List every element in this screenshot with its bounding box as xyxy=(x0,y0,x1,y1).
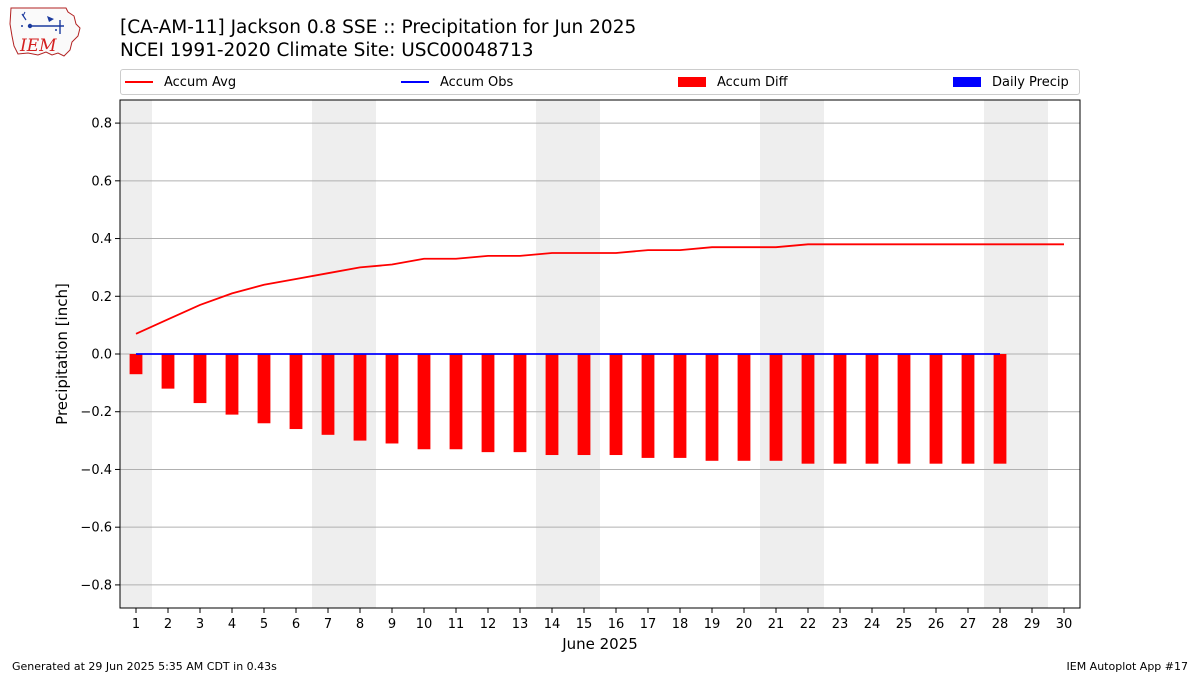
accum-diff-bar xyxy=(481,354,495,453)
iem-logo: IEM xyxy=(9,7,81,57)
x-axis-label: June 2025 xyxy=(561,635,638,653)
legend-item-daily-precip: Daily Precip xyxy=(953,74,1069,90)
x-tick-label: 5 xyxy=(260,617,268,632)
accum-diff-bar xyxy=(801,354,815,464)
x-tick-label: 28 xyxy=(992,617,1009,632)
accum-diff-bar xyxy=(609,354,623,456)
x-tick-label: 25 xyxy=(896,617,913,632)
x-tick-label: 4 xyxy=(228,617,236,632)
x-tick-label: 3 xyxy=(196,617,204,632)
legend-label: Accum Diff xyxy=(717,74,788,90)
y-tick-label: 0.6 xyxy=(91,174,112,189)
y-tick-label: −0.8 xyxy=(80,578,112,593)
legend-label: Accum Obs xyxy=(440,74,514,90)
y-tick-label: −0.2 xyxy=(80,405,112,420)
accum-diff-bar xyxy=(993,354,1007,464)
accum-diff-bar xyxy=(289,354,303,430)
legend-item-accum-diff: Accum Diff xyxy=(678,74,788,90)
x-tick-label: 1 xyxy=(132,617,140,632)
accum-diff-bar xyxy=(705,354,719,461)
accum-diff-bar xyxy=(161,354,175,389)
x-tick-label: 23 xyxy=(832,617,849,632)
accum-diff-bar xyxy=(737,354,751,461)
y-tick-label: 0.4 xyxy=(91,232,112,247)
y-tick-label: −0.4 xyxy=(80,463,112,478)
accum-diff-bar xyxy=(225,354,239,415)
x-tick-label: 10 xyxy=(416,617,433,632)
x-tick-label: 24 xyxy=(864,617,881,632)
accum-diff-bar xyxy=(321,354,335,435)
logo-text: IEM xyxy=(19,36,57,56)
x-tick-label: 11 xyxy=(448,617,465,632)
chart-subtitle: NCEI 1991-2020 Climate Site: USC00048713 xyxy=(120,40,534,61)
accum-diff-bar xyxy=(129,354,143,375)
legend-swatch-accum-avg xyxy=(125,81,153,83)
y-axis-label: Precipitation [inch] xyxy=(53,283,71,425)
y-tick-label: 0.8 xyxy=(91,117,112,132)
legend-swatch-daily-precip xyxy=(953,77,981,87)
accum-diff-bar xyxy=(257,354,271,424)
chart-legend: Accum Avg Accum Obs Accum Diff Daily Pre… xyxy=(120,69,1080,95)
x-tick-label: 22 xyxy=(800,617,817,632)
x-tick-label: 19 xyxy=(704,617,721,632)
x-tick-label: 2 xyxy=(164,617,172,632)
series-lines xyxy=(135,243,1064,355)
accum-diff-bar xyxy=(545,354,559,456)
chart-title: [CA-AM-11] Jackson 0.8 SSE :: Precipitat… xyxy=(120,17,637,38)
accum-diff-bar xyxy=(961,354,975,464)
accum-diff-bars xyxy=(129,354,1007,464)
x-tick-label: 17 xyxy=(640,617,657,632)
accum-diff-bar xyxy=(769,354,783,461)
x-tick-label: 14 xyxy=(544,617,561,632)
accum-diff-bar xyxy=(833,354,847,464)
x-tick-label: 15 xyxy=(576,617,593,632)
accum-diff-bar xyxy=(673,354,687,458)
legend-item-accum-avg: Accum Avg xyxy=(125,74,236,90)
x-axis: 1 2 3 4 5 6 7 8 9 10 11 12 13 14 15 16 17 18 19 20 21 22 23 24 2… xyxy=(132,608,1072,632)
accum-diff-bar xyxy=(865,354,879,464)
accum-diff-bar xyxy=(417,354,431,450)
x-tick-label: 13 xyxy=(512,617,529,632)
accum-diff-bar xyxy=(929,354,943,464)
x-tick-label: 21 xyxy=(768,617,785,632)
y-tick-label: 0.2 xyxy=(91,290,112,305)
legend-swatch-accum-diff xyxy=(678,77,706,87)
legend-item-accum-obs: Accum Obs xyxy=(401,74,513,90)
x-tick-label: 9 xyxy=(388,617,396,632)
footer-app-text: IEM Autoplot App #17 xyxy=(1066,660,1189,673)
accum-diff-bar xyxy=(353,354,367,441)
x-tick-label: 6 xyxy=(292,617,300,632)
x-tick-label: 7 xyxy=(324,617,332,632)
accum-diff-bar xyxy=(385,354,399,444)
x-tick-label: 26 xyxy=(928,617,945,632)
x-tick-label: 27 xyxy=(960,617,977,632)
accum-avg-line xyxy=(135,243,1064,335)
x-tick-label: 18 xyxy=(672,617,689,632)
accum-diff-bar xyxy=(449,354,463,450)
y-axis: −0.8 −0.6 −0.4 −0.2 0.0 0.2 0.4 0.6 0.8 xyxy=(80,117,120,593)
x-tick-label: 12 xyxy=(480,617,497,632)
x-tick-label: 16 xyxy=(608,617,625,632)
legend-swatch-accum-obs xyxy=(401,81,429,83)
x-tick-label: 29 xyxy=(1024,617,1041,632)
legend-label: Accum Avg xyxy=(164,74,237,90)
x-tick-label: 30 xyxy=(1056,617,1073,632)
accum-diff-bar xyxy=(193,354,207,404)
x-tick-label: 20 xyxy=(736,617,753,632)
accum-diff-bar xyxy=(641,354,655,458)
footer-generated-text: Generated at 29 Jun 2025 5:35 AM CDT in … xyxy=(12,660,277,673)
y-tick-label: −0.6 xyxy=(80,521,112,536)
accum-diff-bar xyxy=(897,354,911,464)
y-tick-label: 0.0 xyxy=(91,348,112,363)
x-tick-label: 8 xyxy=(356,617,364,632)
accum-diff-bar xyxy=(513,354,527,453)
legend-label: Daily Precip xyxy=(992,74,1069,90)
accum-diff-bar xyxy=(577,354,591,456)
